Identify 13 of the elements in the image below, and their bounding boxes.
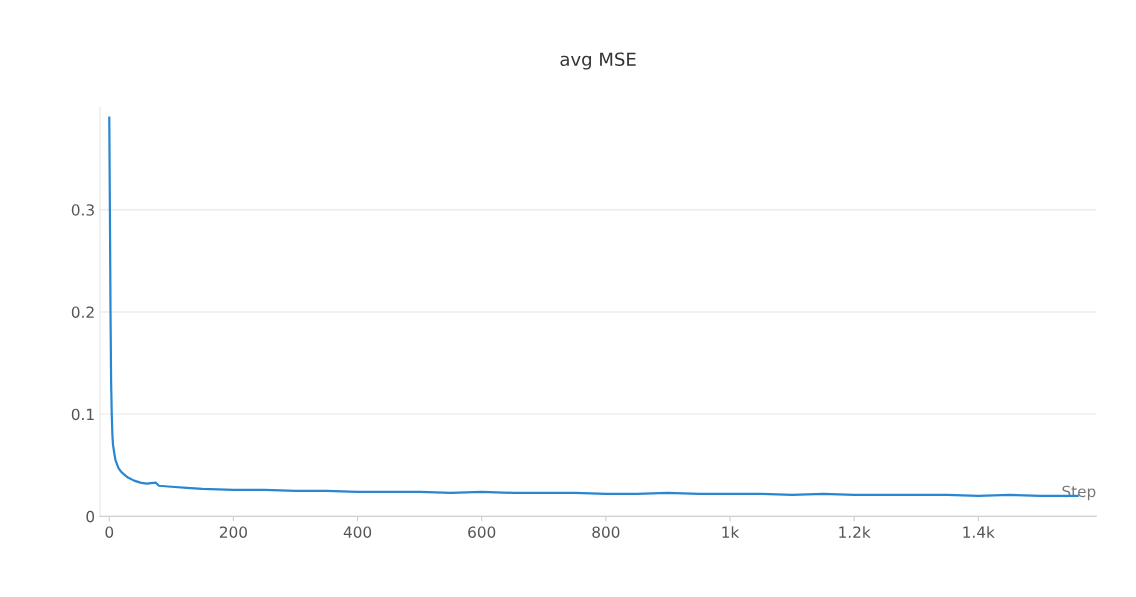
x-tick-label: 1.2k <box>839 526 871 538</box>
y-tick-label: 0 <box>86 510 95 523</box>
x-tick-label: 400 <box>343 526 372 538</box>
y-tick-label: 0.3 <box>71 204 94 216</box>
y-tick-label: 0.1 <box>71 408 94 421</box>
chart-title: avg MSE <box>560 52 636 70</box>
y-tick-label: 0.2 <box>71 306 94 318</box>
x-tick-label: 800 <box>592 526 620 538</box>
x-tick-label: 600 <box>468 526 496 538</box>
x-tick-label: 200 <box>219 526 247 538</box>
x-tick-label: 0 <box>105 526 114 538</box>
x-tick-label: 1k <box>722 526 740 538</box>
x-tick-label: 1.4k <box>963 526 995 538</box>
